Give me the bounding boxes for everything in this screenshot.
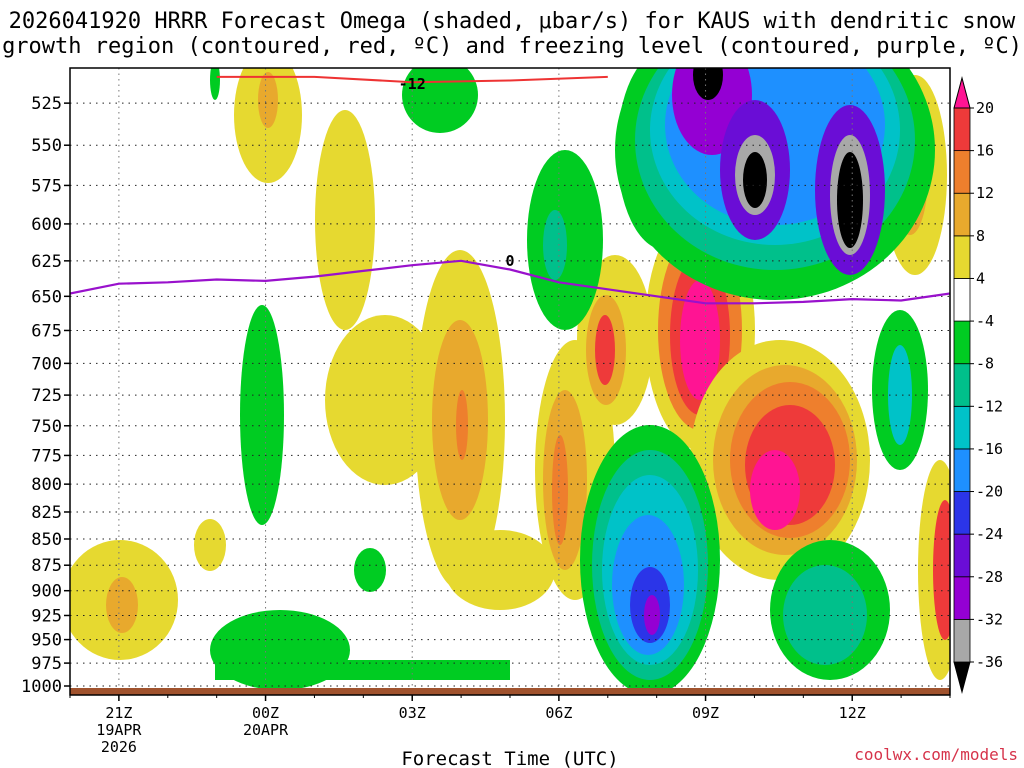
omega-negative-region — [837, 152, 863, 248]
colorbar-arrow-bottom — [953, 661, 971, 694]
omega-positive-region — [106, 577, 138, 633]
y-tick-label: 675 — [31, 321, 62, 341]
colorbar-swatch — [953, 618, 971, 663]
omega-positive-region — [595, 315, 615, 385]
chart-title-line-1: 2026041920 HRRR Forecast Omega (shaded, … — [9, 9, 1016, 34]
omega-positive-region — [445, 530, 555, 610]
colorbar-swatch — [953, 448, 971, 492]
colorbar-tick-label: -20 — [976, 483, 1003, 501]
omega-positive-region — [680, 280, 720, 400]
y-tick-label: 700 — [31, 354, 62, 374]
colorbar-swatch — [953, 235, 971, 279]
x-tick-label: 19APR — [96, 721, 142, 739]
colorbar-tick-label: -24 — [976, 525, 1003, 543]
colorbar-swatch — [953, 533, 971, 578]
colorbar-tick-label: 8 — [976, 227, 985, 245]
y-tick-label: 875 — [31, 556, 62, 576]
y-axis-ticks: 525 550 575 600 625 650 675 700 725 750 775 800 825 8… — [21, 94, 70, 697]
y-tick-label: 850 — [31, 530, 62, 550]
x-tick-label: 03Z — [399, 704, 426, 722]
y-tick-label: 725 — [31, 386, 62, 406]
omega-negative-region — [888, 345, 912, 445]
omega-positive-region — [258, 72, 278, 128]
colorbar-swatch — [953, 405, 971, 450]
colorbar-tick-label: -28 — [976, 568, 1003, 586]
omega-negative-region — [644, 595, 660, 635]
colorbar-swatch — [953, 107, 971, 152]
colorbar-swatch — [953, 491, 971, 535]
y-tick-label: 775 — [31, 446, 62, 466]
y-tick-label: 1000 — [21, 677, 62, 697]
omega-positive-region — [194, 519, 226, 571]
colorbar-swatch — [953, 363, 971, 407]
omega-positive-region — [456, 390, 468, 460]
colorbar-tick-label: -8 — [976, 355, 994, 373]
x-tick-label: 06Z — [545, 704, 572, 722]
y-tick-label: 825 — [31, 503, 62, 523]
colorbar-tick-label: 12 — [976, 184, 994, 202]
omega-negative-region — [402, 68, 478, 133]
colorbar-tick-label: 4 — [976, 269, 985, 287]
y-tick-label: 750 — [31, 417, 62, 437]
omega-negative-region — [743, 152, 767, 208]
omega-negative-region — [210, 68, 220, 100]
y-tick-label: 950 — [31, 631, 62, 651]
x-tick-label: 09Z — [692, 704, 719, 722]
y-tick-label: 925 — [31, 606, 62, 626]
omega-colorbar: -36 -32 -28 -24 -20 -16 -12 -8 -4 4 8 12 16 20 — [953, 76, 1003, 694]
freezing-level-contour — [70, 259, 950, 305]
omega-positive-region — [933, 500, 950, 640]
y-tick-label: 575 — [31, 176, 62, 196]
plot-area: 0 -12 — [70, 68, 950, 695]
x-tick-label: 2026 — [101, 738, 137, 756]
omega-negative-region — [240, 305, 284, 525]
chart-title-line-2: growth region (contoured, red, ºC) and f… — [2, 34, 1022, 59]
colorbar-swatch — [953, 150, 971, 194]
colorbar-tick-label: -12 — [976, 397, 1003, 415]
y-tick-label: 525 — [31, 94, 62, 114]
credit-text: coolwx.com/models — [854, 745, 1018, 764]
colorbar-tick-label: 20 — [976, 99, 994, 117]
grid-lines — [70, 68, 950, 695]
x-tick-label: 21Z — [105, 704, 132, 722]
x-tick-label: 00Z — [252, 704, 279, 722]
colorbar-swatch — [953, 278, 971, 322]
colorbar-tick-label: 16 — [976, 142, 994, 160]
y-tick-label: 650 — [31, 287, 62, 307]
x-axis-label: Forecast Time (UTC) — [401, 748, 618, 768]
omega-positive-region — [552, 435, 568, 545]
colorbar-tick-label: -32 — [976, 610, 1003, 628]
omega-positive-region — [750, 450, 800, 530]
omega-negative-region — [215, 660, 510, 680]
omega-positive-region — [315, 110, 375, 330]
dendritic-growth-label: -12 — [399, 75, 426, 93]
y-tick-label: 800 — [31, 475, 62, 495]
omega-positive-region — [325, 315, 445, 485]
x-tick-label: 20APR — [243, 721, 289, 739]
colorbar-tick-label: -4 — [976, 312, 994, 330]
y-tick-label: 900 — [31, 582, 62, 602]
y-tick-label: 600 — [31, 215, 62, 235]
y-tick-label: 625 — [31, 252, 62, 272]
freezing-level-label: 0 — [505, 252, 514, 270]
colorbar-tick-label: -36 — [976, 653, 1003, 671]
omega-negative-region — [543, 210, 567, 280]
omega-negative-region — [693, 68, 723, 100]
omega-negative-region — [354, 548, 386, 592]
y-tick-label: 975 — [31, 654, 62, 674]
colorbar-tick-label: -16 — [976, 440, 1003, 458]
y-tick-label: 550 — [31, 136, 62, 156]
colorbar-swatch — [953, 576, 971, 620]
colorbar-swatch — [953, 192, 971, 237]
x-tick-label: 12Z — [839, 704, 866, 722]
colorbar-arrow-top — [953, 76, 971, 109]
colorbar-swatch — [953, 320, 971, 365]
ground-strip — [70, 688, 950, 695]
dendritic-growth-contour — [216, 75, 608, 84]
